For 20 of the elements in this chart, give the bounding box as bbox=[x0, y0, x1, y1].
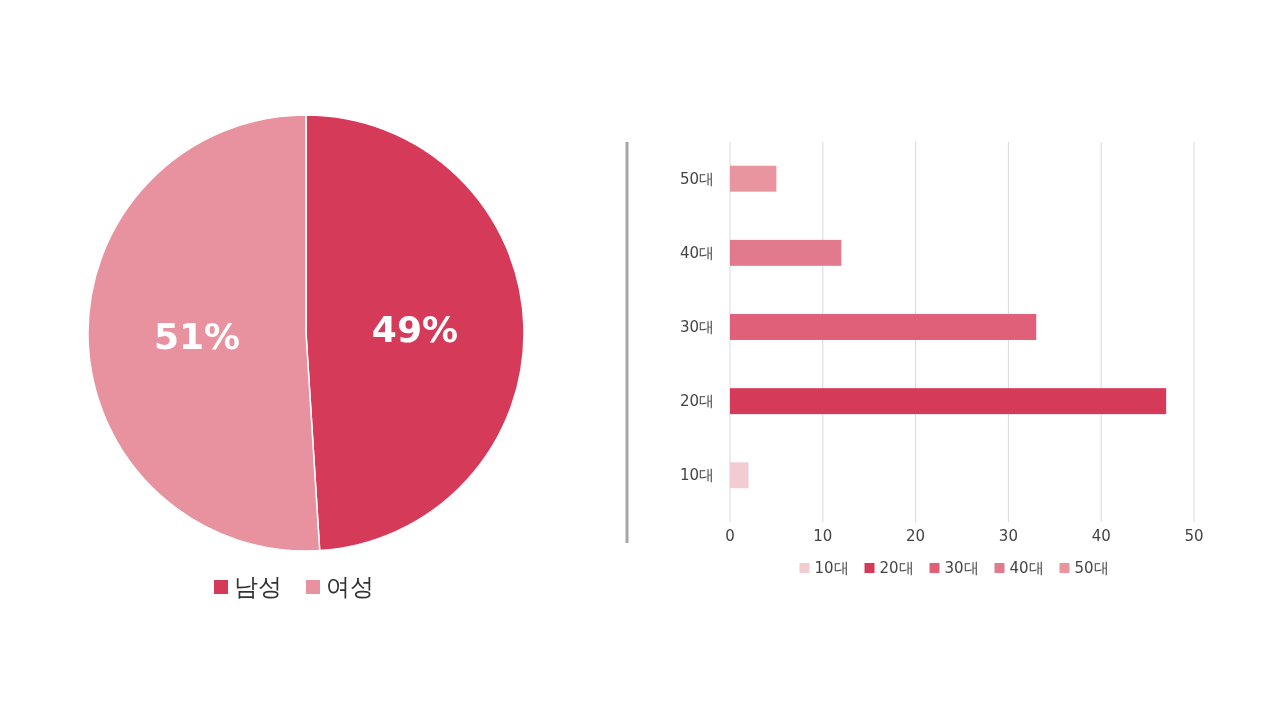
legend-label: 40대 bbox=[1009, 559, 1044, 577]
legend-label: 남성 bbox=[234, 573, 282, 601]
legend-label: 50대 bbox=[1074, 559, 1109, 577]
y-tick-label: 40대 bbox=[679, 243, 714, 262]
x-tick-label: 0 bbox=[725, 527, 735, 545]
data-label: 49% bbox=[371, 309, 459, 351]
x-tick-label: 20 bbox=[906, 527, 926, 545]
legend-label: 20대 bbox=[879, 559, 914, 577]
y-tick-label: 30대 bbox=[679, 318, 714, 336]
y-tick-label: 10대 bbox=[679, 466, 714, 485]
legend-label: 10대 bbox=[814, 559, 849, 577]
data-label: 51% bbox=[153, 315, 241, 357]
x-tick-label: 50 bbox=[1184, 527, 1204, 545]
x-tick-label: 30 bbox=[998, 527, 1018, 545]
y-tick-label: 50대 bbox=[679, 169, 714, 188]
x-tick-label: 40 bbox=[1091, 527, 1111, 545]
y-tick-label: 20대 bbox=[679, 392, 714, 411]
legend-label: 여성 bbox=[326, 573, 374, 601]
x-tick-label: 10 bbox=[813, 527, 833, 545]
legend-label: 30대 bbox=[944, 559, 979, 577]
